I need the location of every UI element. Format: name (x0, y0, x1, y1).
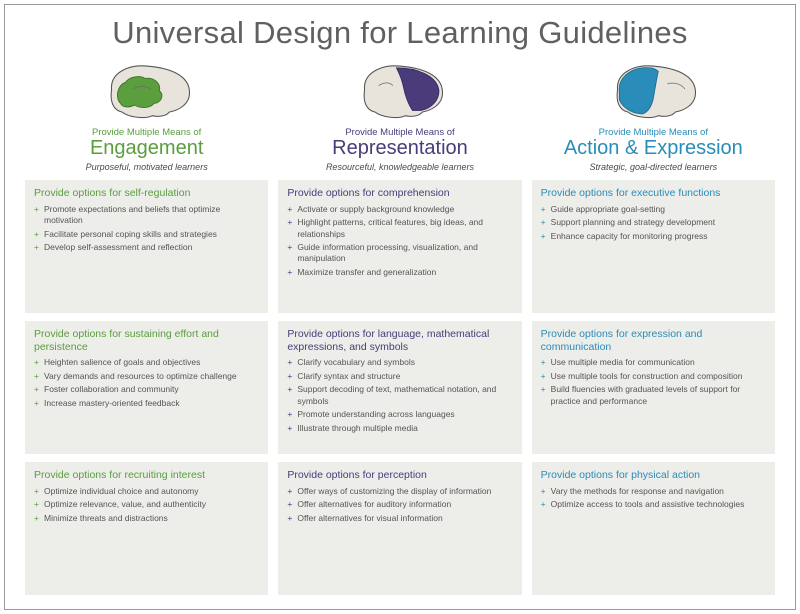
list-item: Promote understanding across languages (287, 409, 512, 420)
column-action: Provide Multiple Means of Action & Expre… (532, 59, 775, 595)
list-item: Optimize individual choice and autonomy (34, 486, 259, 497)
box: Provide options for language, mathematic… (278, 321, 521, 454)
box: Provide options for self-regulation Prom… (25, 180, 268, 313)
list-item: Optimize access to tools and assistive t… (541, 499, 766, 510)
list-item: Support decoding of text, mathematical n… (287, 384, 512, 407)
column-main: Action & Expression (532, 138, 775, 159)
box: Provide options for expression and commu… (532, 321, 775, 454)
brain-icon-representation (278, 59, 521, 121)
column-header-action: Provide Multiple Means of Action & Expre… (532, 127, 775, 172)
columns-grid: Provide Multiple Means of Engagement Pur… (25, 59, 775, 595)
column-engagement: Provide Multiple Means of Engagement Pur… (25, 59, 268, 595)
box-list: Promote expectations and beliefs that op… (34, 204, 259, 254)
brain-icon-action (532, 59, 775, 121)
box-list: Use multiple media for communication Use… (541, 357, 766, 407)
column-main: Engagement (25, 138, 268, 159)
udl-guidelines-frame: Universal Design for Learning Guidelines… (4, 4, 796, 610)
box: Provide options for physical action Vary… (532, 462, 775, 595)
list-item: Use multiple media for communication (541, 357, 766, 368)
box-title: Provide options for language, mathematic… (287, 328, 512, 353)
list-item: Illustrate through multiple media (287, 423, 512, 434)
list-item: Support planning and strategy developmen… (541, 217, 766, 228)
box-list: Offer ways of customizing the display of… (287, 486, 512, 524)
list-item: Optimize relevance, value, and authentic… (34, 499, 259, 510)
column-sub: Strategic, goal-directed learners (532, 162, 775, 172)
brain-icon-engagement (25, 59, 268, 121)
column-representation: Provide Multiple Means of Representation… (278, 59, 521, 595)
list-item: Build fluencies with graduated levels of… (541, 384, 766, 407)
list-item: Use multiple tools for construction and … (541, 371, 766, 382)
column-sub: Purposeful, motivated learners (25, 162, 268, 172)
page-title: Universal Design for Learning Guidelines (25, 15, 775, 51)
box-list: Vary the methods for response and naviga… (541, 486, 766, 511)
box-title: Provide options for recruiting interest (34, 469, 259, 482)
column-main: Representation (278, 138, 521, 159)
box: Provide options for recruiting interest … (25, 462, 268, 595)
column-header-representation: Provide Multiple Means of Representation… (278, 127, 521, 172)
list-item: Activate or supply background knowledge (287, 204, 512, 215)
box-list: Clarify vocabulary and symbols Clarify s… (287, 357, 512, 434)
box-title: Provide options for perception (287, 469, 512, 482)
list-item: Enhance capacity for monitoring progress (541, 231, 766, 242)
box-list: Activate or supply background knowledge … (287, 204, 512, 279)
list-item: Foster collaboration and community (34, 384, 259, 395)
list-item: Promote expectations and beliefs that op… (34, 204, 259, 227)
column-sub: Resourceful, knowledgeable learners (278, 162, 521, 172)
list-item: Minimize threats and distractions (34, 513, 259, 524)
box-list: Optimize individual choice and autonomy … (34, 486, 259, 524)
list-item: Facilitate personal coping skills and st… (34, 229, 259, 240)
box-list: Guide appropriate goal-setting Support p… (541, 204, 766, 242)
box-title: Provide options for expression and commu… (541, 328, 766, 353)
list-item: Maximize transfer and generalization (287, 267, 512, 278)
box: Provide options for executive functions … (532, 180, 775, 313)
list-item: Guide information processing, visualizat… (287, 242, 512, 265)
box-title: Provide options for comprehension (287, 187, 512, 200)
list-item: Guide appropriate goal-setting (541, 204, 766, 215)
column-header-engagement: Provide Multiple Means of Engagement Pur… (25, 127, 268, 172)
box: Provide options for perception Offer way… (278, 462, 521, 595)
box-title: Provide options for self-regulation (34, 187, 259, 200)
list-item: Offer alternatives for visual informatio… (287, 513, 512, 524)
box: Provide options for sustaining effort an… (25, 321, 268, 454)
list-item: Highlight patterns, critical features, b… (287, 217, 512, 240)
list-item: Vary demands and resources to optimize c… (34, 371, 259, 382)
list-item: Offer ways of customizing the display of… (287, 486, 512, 497)
box-title: Provide options for physical action (541, 469, 766, 482)
list-item: Offer alternatives for auditory informat… (287, 499, 512, 510)
list-item: Heighten salience of goals and objective… (34, 357, 259, 368)
box-title: Provide options for sustaining effort an… (34, 328, 259, 353)
list-item: Increase mastery-oriented feedback (34, 398, 259, 409)
list-item: Clarify vocabulary and symbols (287, 357, 512, 368)
list-item: Clarify syntax and structure (287, 371, 512, 382)
boxes-representation: Provide options for comprehension Activa… (278, 180, 521, 595)
list-item: Develop self-assessment and reflection (34, 242, 259, 253)
box-title: Provide options for executive functions (541, 187, 766, 200)
box-list: Heighten salience of goals and objective… (34, 357, 259, 409)
boxes-action: Provide options for executive functions … (532, 180, 775, 595)
boxes-engagement: Provide options for self-regulation Prom… (25, 180, 268, 595)
box: Provide options for comprehension Activa… (278, 180, 521, 313)
list-item: Vary the methods for response and naviga… (541, 486, 766, 497)
